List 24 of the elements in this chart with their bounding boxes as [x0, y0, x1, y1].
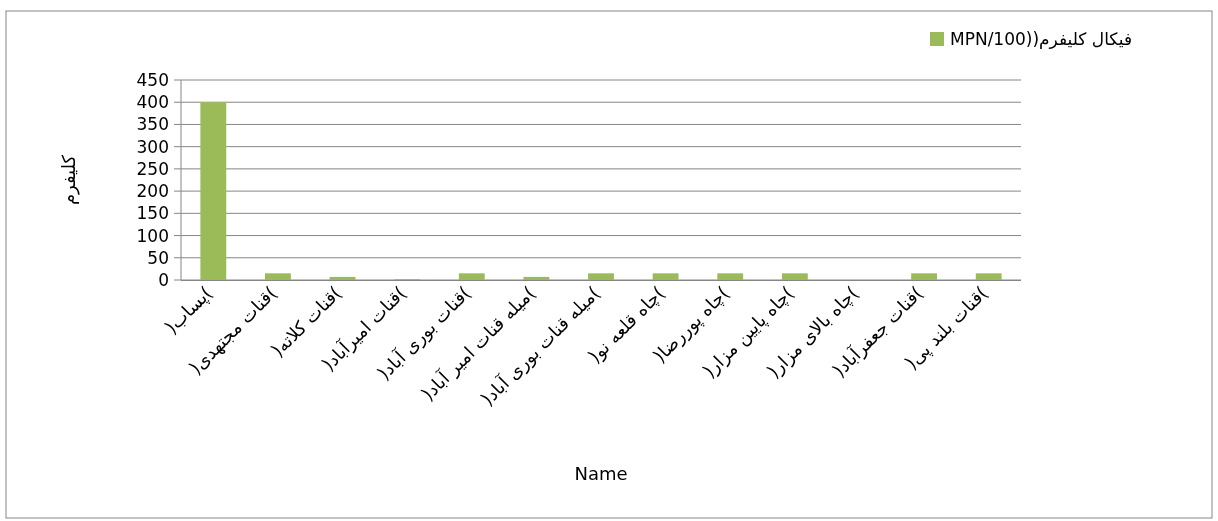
bar — [265, 273, 291, 280]
y-tick-label: 450 — [136, 70, 169, 90]
bar — [652, 273, 679, 280]
bar — [458, 273, 485, 280]
y-tick-label: 350 — [136, 114, 169, 135]
bar — [200, 102, 227, 280]
y-tick-label: 200 — [136, 181, 169, 202]
bar — [781, 273, 808, 280]
y-tick-label: 150 — [136, 203, 169, 224]
bar — [911, 273, 937, 280]
y-axis-title: كليفرم — [58, 154, 80, 206]
bar — [717, 273, 744, 280]
y-tick-label: 250 — [136, 158, 169, 179]
x-axis-title: Name — [574, 463, 628, 484]
y-tick-label: 100 — [136, 225, 169, 246]
legend-label: MPN/100))فيكال كليفرم — [950, 29, 1133, 49]
y-tick-label: 400 — [136, 92, 169, 113]
y-tick-label: 0 — [158, 270, 169, 290]
bar — [523, 276, 550, 280]
y-tick-label: 300 — [136, 136, 169, 157]
y-tick-label: 50 — [147, 247, 169, 268]
bar — [975, 273, 1002, 280]
bar — [329, 276, 356, 280]
bar — [588, 273, 614, 280]
